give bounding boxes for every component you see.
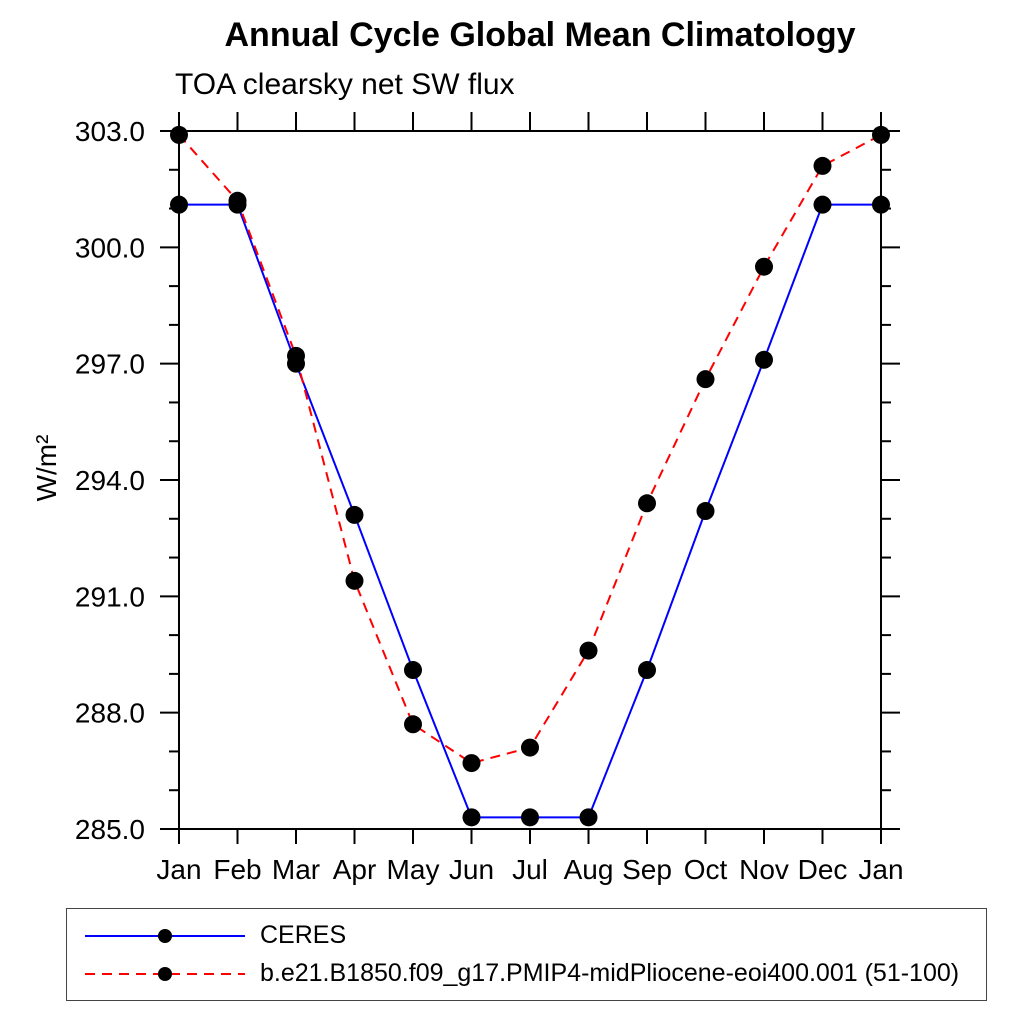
series-0-marker	[755, 350, 773, 369]
series-1-marker	[287, 346, 305, 365]
series-1-line	[178, 133, 882, 765]
series-1-marker	[579, 641, 598, 660]
legend-marker-dot	[158, 966, 172, 981]
y-tick-label: 294.0	[75, 465, 145, 496]
chart-subtitle: TOA clearsky net SW flux	[175, 68, 515, 101]
x-tick-label: Jan	[858, 854, 903, 885]
series-0-marker	[872, 195, 890, 214]
series-1-marker	[755, 257, 773, 276]
series-1-marker	[638, 494, 656, 513]
legend-entry-ceres: CERES	[83, 921, 986, 950]
series-0-marker	[638, 661, 656, 680]
series-1-marker	[813, 156, 832, 175]
legend-sample-ceres	[85, 928, 245, 943]
x-tick-label: May	[387, 854, 440, 885]
series-0-marker	[404, 661, 422, 680]
series-0-marker	[813, 195, 832, 214]
series-1-marker	[228, 191, 247, 210]
legend-label-model: b.e21.B1850.f09_g17.PMIP4-midPliocene-eo…	[260, 959, 960, 987]
series-0-marker	[462, 808, 481, 827]
series-0-line	[179, 203, 881, 819]
series-1-marker	[696, 370, 715, 389]
plot-frame	[178, 130, 882, 830]
series-0-marker	[345, 505, 364, 524]
chart-title: Annual Cycle Global Mean Climatology	[224, 16, 856, 54]
y-tick-label: 285.0	[75, 814, 145, 845]
series-1-marker	[521, 738, 539, 757]
x-tick-label: Oct	[684, 854, 728, 885]
series-0-marker	[521, 808, 539, 827]
series-1-marker	[345, 571, 364, 590]
legend-marker-dot	[158, 928, 172, 943]
x-tick-label: Mar	[272, 854, 320, 885]
x-tick-label: Jun	[449, 854, 494, 885]
y-tick-label: 291.0	[75, 581, 145, 612]
x-tick-label: Nov	[739, 854, 789, 885]
series-1-marker	[170, 125, 188, 144]
y-tick-label: 297.0	[75, 349, 145, 380]
x-tick-label: Dec	[798, 854, 848, 885]
x-tick-label: Sep	[622, 854, 672, 885]
legend-sample-model	[85, 966, 245, 981]
x-tick-label: Jan	[156, 854, 201, 885]
legend-label-ceres: CERES	[260, 921, 347, 949]
y-tick-label: 288.0	[75, 698, 145, 729]
x-tick-label: Feb	[213, 854, 261, 885]
x-tick-label: Aug	[564, 854, 614, 885]
x-tick-label: Apr	[333, 854, 377, 885]
series-0-marker	[170, 195, 188, 214]
legend-entry-model: b.e21.B1850.f09_g17.PMIP4-midPliocene-eo…	[83, 959, 986, 988]
series-0-marker	[579, 808, 598, 827]
y-tick-label: 303.0	[75, 116, 145, 147]
series-1-marker	[462, 754, 481, 773]
series-1-marker	[872, 125, 890, 144]
series-1-marker	[404, 715, 422, 734]
legend-box: CERES b.e21.B1850.f09_g17.PMIP4-midPlioc…	[66, 908, 987, 1001]
series-0-marker	[696, 502, 715, 521]
x-tick-label: Jul	[512, 854, 548, 885]
y-tick-label: 300.0	[75, 232, 145, 263]
